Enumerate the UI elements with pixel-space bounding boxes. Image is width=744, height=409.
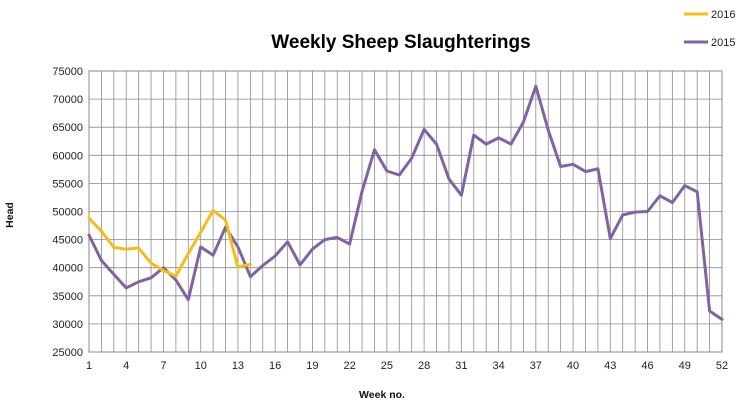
y-tick-label: 35000	[52, 291, 83, 303]
y-tick-label: 60000	[52, 150, 83, 162]
legend-label-2016: 2016	[711, 9, 735, 21]
x-tick-label: 22	[344, 360, 356, 372]
x-axis-title: Week no.	[359, 389, 405, 401]
chart-title: Weekly Sheep Slaughterings	[271, 32, 530, 53]
x-tick-label: 43	[604, 360, 616, 372]
y-tick-label: 45000	[52, 235, 83, 247]
x-tick-label: 10	[195, 360, 207, 372]
x-tick-label: 49	[679, 360, 691, 372]
x-axis-ticks: 1 4 7 10 13 16 19 22 25 28 31 34 37 40 43 46 49 52	[86, 360, 728, 372]
y-axis-title: Head	[4, 202, 16, 228]
x-tick-label: 37	[530, 360, 542, 372]
x-tick-label: 31	[455, 360, 467, 372]
y-tick-label: 70000	[52, 94, 83, 106]
y-axis-ticks: 25000 30000 35000 40000 45000 50000 55000 60000…	[52, 66, 83, 359]
y-tick-label: 40000	[52, 263, 83, 275]
y-tick-label: 65000	[52, 122, 83, 134]
x-tick-label: 46	[641, 360, 653, 372]
x-tick-label: 52	[716, 360, 728, 372]
series-line-2015	[87, 84, 724, 321]
series-lines	[87, 84, 724, 321]
x-tick-label: 25	[381, 360, 393, 372]
x-tick-label: 28	[418, 360, 430, 372]
series-line-2016	[87, 208, 252, 278]
y-tick-label: 30000	[52, 319, 83, 331]
y-tick-label: 75000	[52, 66, 83, 78]
y-tick-label: 55000	[52, 178, 83, 190]
x-tick-label: 13	[232, 360, 244, 372]
x-tick-label: 1	[86, 360, 92, 372]
x-tick-label: 16	[269, 360, 281, 372]
x-tick-label: 34	[492, 360, 504, 372]
x-tick-label: 7	[160, 360, 166, 372]
y-tick-label: 25000	[52, 347, 83, 359]
y-tick-label: 50000	[52, 207, 83, 219]
x-tick-label: 4	[123, 360, 129, 372]
x-tick-label: 40	[567, 360, 579, 372]
gridlines	[88, 70, 723, 353]
x-tick-label: 19	[306, 360, 318, 372]
legend-label-2015: 2015	[711, 37, 735, 49]
legend: 2016 2015	[684, 9, 735, 49]
